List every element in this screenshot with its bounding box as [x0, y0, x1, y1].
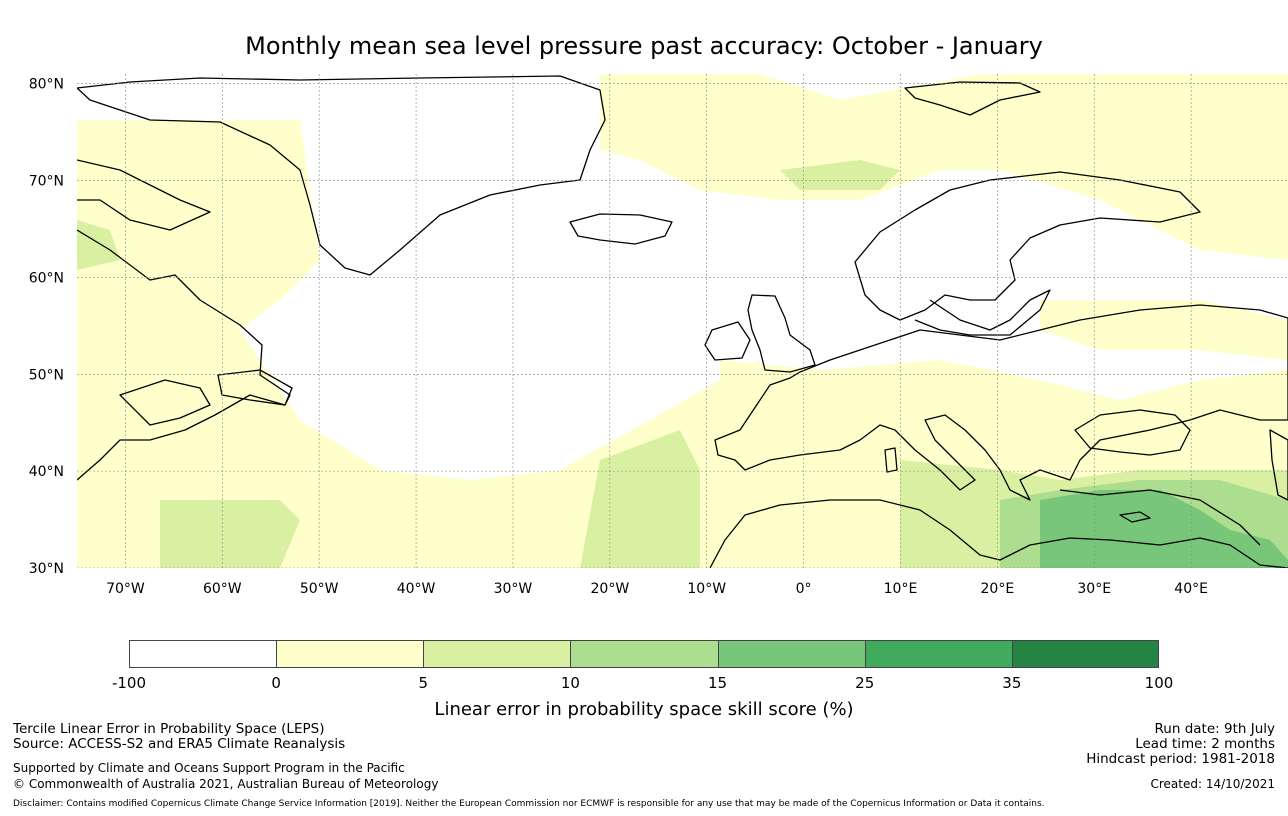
lon-tick-label: 10°W: [687, 581, 726, 597]
lon-tick-label: 10°E: [884, 581, 918, 597]
footer-support: Supported by Climate and Oceans Support …: [13, 761, 405, 775]
colorbar-segment: [570, 640, 719, 668]
lat-tick-label: 60°N: [29, 270, 64, 286]
coast-baltic: [914, 289, 1051, 336]
colorbar-segment: [423, 640, 572, 668]
skill-region-0-5-west: [77, 120, 760, 568]
skill-map: 80°N 70°N 60°N 50°N 40°N 30°N 70°W 60°W 50°W 40°…: [29, 74, 1288, 597]
colorbar-tick-label: 15: [708, 674, 728, 692]
coast-nova-scotia: [119, 379, 211, 426]
skill-region-0-5-north: [600, 74, 1288, 260]
lat-tick-label: 40°N: [29, 464, 64, 480]
colorbar-tick-label: 5: [418, 674, 429, 692]
coast-scandinavia: [854, 171, 1201, 321]
footer-source: Source: ACCESS-S2 and ERA5 Climate Reana…: [13, 736, 346, 752]
coast-turkey-coast: [1059, 489, 1261, 546]
lon-tick-label: 30°E: [1077, 581, 1111, 597]
footer-hindcast: Hindcast period: 1981-2018: [1086, 751, 1275, 767]
skill-shading: [77, 74, 1288, 568]
coast-labrador: [77, 229, 291, 481]
coast-greenland: [77, 75, 606, 276]
coast-britain: [747, 294, 816, 373]
coast-caspian: [1269, 429, 1288, 501]
skill-region-5-10-norway: [780, 160, 900, 190]
colorbar-tick-label: 100: [1144, 674, 1174, 692]
coast-black-sea: [1074, 409, 1191, 456]
map-plot-area: [77, 74, 1288, 568]
colorbar-tick-label: -100: [111, 674, 147, 692]
colorbar-tick-label: 35: [1002, 674, 1022, 692]
lon-tick-label: 70°W: [106, 581, 145, 597]
colorbar-segment: [276, 640, 425, 668]
longitude-labels: 70°W 60°W 50°W 40°W 30°W 20°W 10°W 0° 10°E 20°E 30…: [106, 581, 1208, 597]
coastlines: [77, 75, 1288, 568]
lat-tick-label: 70°N: [29, 174, 64, 190]
latitude-labels: 80°N 70°N 60°N 50°N 40°N 30°N: [29, 77, 64, 577]
lon-tick-label: 50°W: [300, 581, 339, 597]
footer-copyright: © Commonwealth of Australia 2021, Austra…: [13, 777, 439, 791]
lon-tick-label: 0°: [796, 581, 812, 597]
lon-tick-label: 20°W: [591, 581, 630, 597]
coast-newfoundland: [217, 369, 293, 406]
colorbar-segment: [1011, 640, 1159, 668]
lon-tick-label: 20°E: [981, 581, 1015, 597]
colorbar-title: Linear error in probability space skill …: [434, 699, 854, 720]
colorbar-tick-label: 25: [855, 674, 875, 692]
lat-tick-label: 50°N: [29, 367, 64, 383]
coast-svalbard: [904, 81, 1041, 116]
coast-sardinia: [884, 447, 898, 473]
footer-run-date: Run date: 9th July: [1154, 721, 1275, 737]
lon-tick-label: 40°E: [1174, 581, 1208, 597]
coast-ireland: [704, 321, 751, 361]
skill-region-5-10-subtropics: [580, 430, 700, 568]
footer-lead-time: Lead time: 2 months: [1135, 736, 1275, 752]
colorbar-tick-label: 10: [560, 674, 580, 692]
footer-created: Created: 14/10/2021: [1150, 777, 1275, 791]
coast-iceland: [569, 213, 673, 245]
lat-tick-label: 30°N: [29, 561, 64, 577]
footer-disclaimer: Disclaimer: Contains modified Copernicus…: [13, 799, 1045, 809]
map-title: Monthly mean sea level pressure past acc…: [245, 32, 1043, 60]
coast-europe-main: [714, 304, 1288, 501]
skill-region-5-10-atlantic: [160, 500, 300, 568]
coast-baffin-island: [77, 159, 211, 231]
lon-tick-label: 40°W: [397, 581, 436, 597]
lon-tick-label: 60°W: [203, 581, 242, 597]
skill-region-5-10-labrador: [77, 220, 120, 270]
skill-region-0-5-east: [1040, 300, 1288, 360]
colorbar-segment: [717, 640, 866, 668]
lon-tick-label: 30°W: [494, 581, 533, 597]
gridlines: [77, 74, 1288, 568]
lat-tick-label: 80°N: [29, 77, 64, 93]
colorbar-segment: [129, 640, 278, 668]
coast-cyprus: [1119, 511, 1151, 523]
coast-africa: [709, 499, 1288, 568]
skill-region-15-25-levant: [1040, 490, 1288, 568]
footer-method: Tercile Linear Error in Probability Spac…: [13, 721, 325, 737]
colorbar-segment: [864, 640, 1013, 668]
colorbar-tick-label: 0: [271, 674, 281, 692]
